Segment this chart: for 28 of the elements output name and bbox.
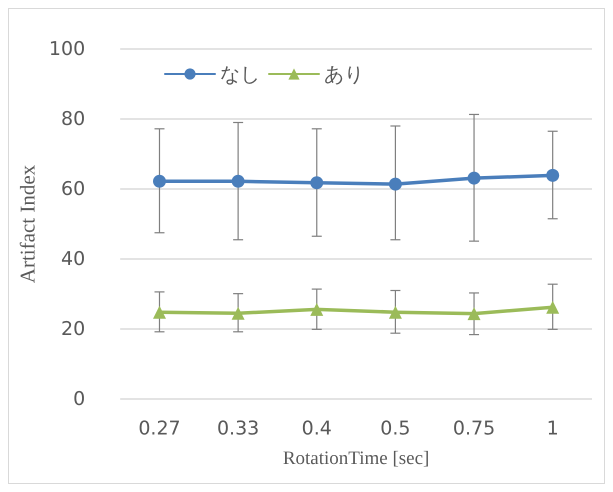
- x-tick-label: 0.27: [138, 418, 181, 440]
- point: [310, 176, 324, 190]
- y-tick-label: 100: [48, 38, 86, 60]
- point: [232, 306, 245, 320]
- legend-label: なし: [220, 62, 260, 86]
- x-tick-label: 0.5: [380, 418, 411, 440]
- x-tick-label: 0.4: [302, 418, 332, 440]
- point: [468, 307, 481, 320]
- point: [152, 306, 166, 319]
- y-axis-title: Artifact Index: [16, 164, 40, 284]
- x-tick-label: 0.75: [452, 418, 496, 440]
- y-tick-label: 60: [60, 178, 86, 200]
- point: [153, 174, 166, 188]
- x-axis-title: RotationTime [sec]: [282, 448, 430, 469]
- legend-label: あり: [324, 62, 364, 86]
- point: [310, 302, 324, 316]
- x-tick-label: 0.33: [216, 418, 260, 440]
- point: [546, 168, 560, 182]
- point: [232, 174, 245, 188]
- y-tick-label: 80: [60, 108, 86, 130]
- y-tick-label: 20: [60, 318, 86, 340]
- point: [546, 300, 560, 314]
- x-tick-label: 1: [546, 418, 559, 440]
- point: [468, 172, 481, 185]
- y-tick-label: 40: [60, 248, 86, 270]
- y-tick-label: 0: [73, 388, 86, 410]
- point: [388, 306, 402, 319]
- point: [388, 178, 402, 191]
